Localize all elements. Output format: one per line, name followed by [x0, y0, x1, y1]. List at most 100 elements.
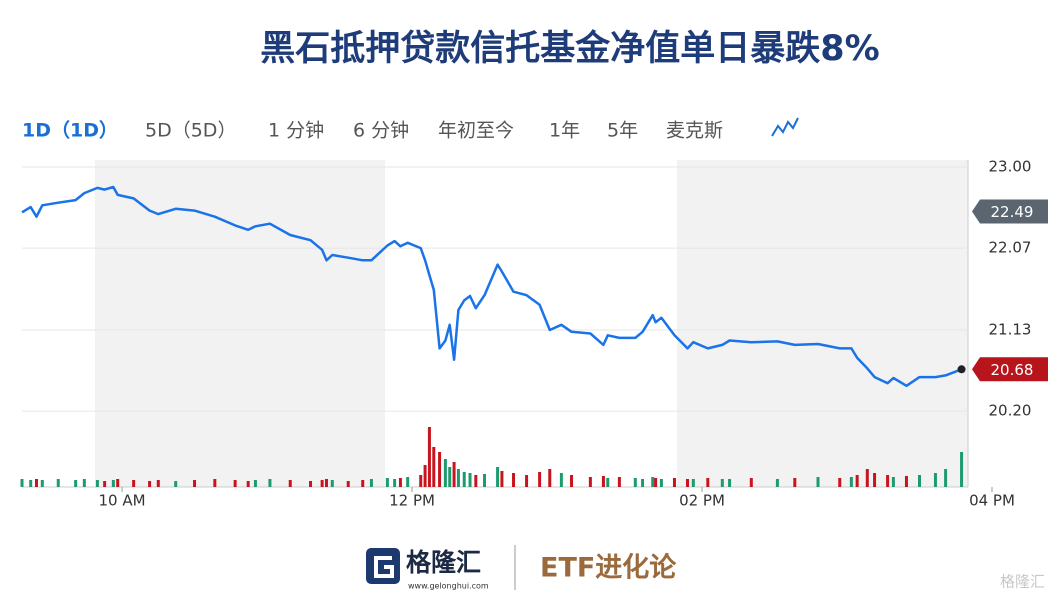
volume-bar — [268, 479, 272, 487]
volume-bar — [728, 479, 732, 487]
volume-bar — [156, 480, 160, 487]
volume-bar — [793, 478, 797, 487]
volume-bar — [483, 474, 487, 487]
chart-type-icon[interactable] — [771, 117, 799, 137]
volume-bar — [361, 480, 365, 487]
volume-bar — [548, 469, 552, 487]
volume-bar — [369, 479, 373, 487]
volume-bar — [706, 478, 710, 487]
volume-bar — [838, 478, 842, 487]
tab[interactable]: 年初至今 — [438, 120, 514, 142]
x-tick-label: 10 AM — [99, 492, 146, 510]
session-band — [95, 160, 385, 487]
tab[interactable]: 麦克斯 — [666, 120, 723, 142]
tab[interactable]: 1年 — [549, 120, 580, 142]
volume-bar — [246, 481, 250, 487]
volume-bar — [933, 473, 937, 487]
last-price-label: 20.68 — [991, 361, 1034, 379]
volume-bar — [40, 480, 44, 487]
tab[interactable]: 1D（1D） — [22, 119, 118, 142]
volume-bar — [385, 478, 389, 487]
watermark: 格隆汇 — [1000, 573, 1045, 591]
volume-bar — [849, 477, 853, 487]
volume-bar — [423, 465, 427, 487]
price-line — [21, 185, 963, 388]
tab[interactable]: 5年 — [607, 120, 638, 142]
brand: 格隆汇 — [406, 548, 481, 577]
volume-bar — [775, 479, 779, 487]
volume-bar — [174, 481, 178, 487]
footer: 格隆汇 www.gelonghui.com ETF进化论 格隆汇 — [366, 545, 1045, 591]
volume-bar — [659, 479, 663, 487]
volume-bar — [448, 467, 452, 487]
volume-bar — [309, 481, 313, 487]
volume-bar — [633, 478, 637, 487]
tab[interactable]: 6 分钟 — [353, 120, 409, 142]
volume-bar — [886, 475, 890, 487]
volume-bar — [944, 469, 948, 487]
volume-bar — [456, 469, 460, 487]
volume-bar — [816, 477, 820, 487]
volume-bar — [29, 480, 33, 487]
volume-bar — [672, 478, 676, 487]
y-tick-label: 23.00 — [989, 157, 1032, 175]
volume-bar — [474, 475, 478, 487]
logo-mark — [374, 556, 394, 578]
volume-bar — [330, 480, 334, 487]
volume-bar — [686, 479, 690, 487]
volume-bar — [904, 476, 908, 487]
volume-bar — [462, 472, 466, 487]
volume-bar — [496, 467, 500, 487]
volume-bar — [111, 480, 115, 487]
volume-bar — [213, 479, 217, 487]
y-tick-label: 20.20 — [989, 402, 1032, 420]
volume-bar — [601, 476, 605, 487]
volume-bar — [103, 481, 107, 487]
last-point — [957, 365, 966, 374]
volume-bar — [525, 475, 529, 487]
volume-bar — [148, 481, 152, 487]
volume-bar — [691, 479, 695, 487]
volume-bar — [468, 473, 472, 487]
chart-title: 黑石抵押贷款信托基金净值单日暴跌8% — [260, 28, 879, 69]
volume-bar — [641, 479, 645, 487]
last-price-tag — [972, 357, 1048, 382]
volume-bar — [398, 478, 402, 487]
brand-url: www.gelonghui.com — [408, 582, 489, 591]
volume-bar — [406, 477, 410, 487]
x-tick-label: 04 PM — [969, 492, 1015, 510]
x-tick-label: 02 PM — [679, 492, 725, 510]
volume-bar — [452, 462, 456, 487]
session-band — [677, 160, 968, 487]
volume-bar — [512, 473, 516, 487]
volume-bar — [443, 459, 447, 487]
volume-bar — [56, 479, 60, 487]
volume-bar — [253, 480, 257, 487]
tab[interactable]: 1 分钟 — [268, 120, 324, 142]
y-tick-label: 21.13 — [989, 321, 1032, 339]
volume-bar — [606, 478, 610, 487]
x-tick-label: 12 PM — [389, 492, 435, 510]
volume-bar — [324, 479, 328, 487]
volume-bar — [918, 475, 922, 487]
plot: 23.00 22.07 21.13 20.20 10 AM 12 PM 02 PM 04 PM… — [20, 157, 1048, 510]
volume-bar — [432, 447, 436, 487]
volume-bar — [34, 479, 38, 487]
volume-bar — [233, 480, 237, 487]
volume-bar — [438, 452, 442, 487]
volume-bar — [720, 479, 724, 487]
tab[interactable]: 5D（5D） — [145, 120, 236, 142]
volume-bar — [617, 477, 621, 487]
volume-bar — [559, 473, 563, 487]
volume-bar — [427, 427, 431, 487]
volume-bar — [193, 480, 197, 487]
volume-bar — [116, 479, 120, 487]
volume-bar — [346, 481, 350, 487]
tab-bar: 1D（1D） 5D（5D） 1 分钟 6 分钟 年初至今 1年 5年 麦克斯 — [22, 117, 799, 142]
volume-bar — [95, 480, 99, 487]
volume-bar — [570, 475, 574, 487]
volume-bar — [538, 472, 542, 487]
volume-bar — [865, 469, 869, 487]
volume-bar — [320, 480, 324, 487]
